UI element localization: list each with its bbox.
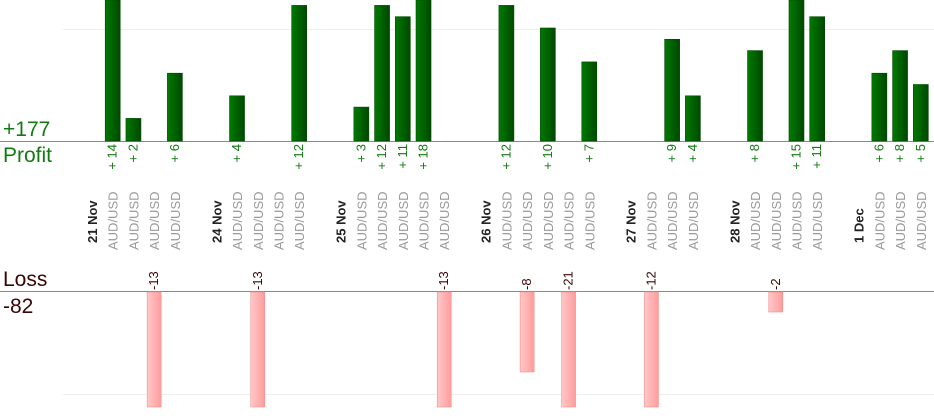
symbol-label: AUD/USD [396, 191, 411, 250]
loss-value-label: -8 [519, 278, 534, 290]
symbol-label: AUD/USD [872, 191, 887, 250]
symbol-label: AUD/USD [168, 191, 183, 250]
loss-value-label: -21 [561, 271, 576, 290]
profit-bar [892, 50, 908, 142]
date-label: 26 Nov [479, 200, 494, 243]
profit-value-label: + 6 [167, 144, 182, 162]
profit-value-label: + 4 [229, 144, 244, 162]
date-label: 27 Nov [624, 200, 639, 243]
profit-bar [871, 72, 888, 142]
profit-bar [685, 95, 701, 142]
symbol-label: AUD/USD [582, 191, 597, 250]
symbol-label: AUD/USD [147, 191, 162, 250]
profit-bar [374, 5, 390, 142]
symbol-label: AUD/USD [748, 191, 763, 250]
symbol-label: AUD/USD [251, 191, 266, 250]
symbol-label: AUD/USD [520, 191, 535, 250]
profit-value-label: + 8 [892, 144, 907, 162]
symbol-label: AUD/USD [914, 191, 929, 250]
symbol-label: AUD/USD [769, 191, 784, 250]
date-label: 21 Nov [85, 200, 100, 243]
loss-bar [768, 291, 784, 313]
profit-value-label: + 5 [913, 144, 928, 162]
symbol-label: AUD/USD [106, 191, 121, 250]
loss-value-label: -13 [250, 271, 265, 290]
loss-value-label: -12 [643, 271, 658, 290]
profit-total: +177 [3, 118, 51, 141]
profit-value-label: + 14 [105, 144, 120, 170]
loss-total: -82 [3, 295, 34, 318]
symbol-label: AUD/USD [375, 191, 390, 250]
date-label: 1 Dec [852, 208, 867, 243]
symbol-label: AUD/USD [271, 191, 286, 250]
profit-bar [394, 16, 411, 142]
profit-value-label: + 11 [809, 144, 824, 169]
loss-value-label: -13 [146, 271, 161, 290]
symbol-label: AUD/USD [354, 191, 369, 250]
profit-bar [353, 106, 370, 142]
profit-bar [912, 84, 929, 142]
profit-bar [788, 0, 805, 142]
loss-bar [436, 291, 452, 408]
symbol-label: AUD/USD [230, 191, 245, 250]
date-label: 28 Nov [727, 200, 742, 243]
profit-bar [167, 72, 183, 142]
loss-bar [644, 291, 659, 408]
symbol-label: AUD/USD [665, 191, 680, 250]
date-label: 24 Nov [209, 200, 224, 243]
loss-bar [561, 291, 576, 408]
profit-value-label: + 12 [374, 144, 389, 170]
symbol-label: AUD/USD [417, 191, 432, 250]
profit-value-label: + 12 [498, 144, 513, 170]
profit-bar [104, 0, 121, 142]
profit-value-label: + 9 [664, 144, 679, 162]
loss-bar [519, 291, 535, 373]
profit-value-label: + 10 [540, 144, 555, 170]
symbol-label: AUD/USD [644, 191, 659, 250]
symbol-label: AUD/USD [789, 191, 804, 250]
symbol-label: AUD/USD [437, 191, 452, 250]
symbol-label: AUD/USD [292, 191, 307, 250]
profit-label: Profit [3, 144, 53, 167]
profit-bar [229, 95, 245, 142]
date-label: 25 Nov [334, 200, 349, 243]
profit-bar [291, 5, 308, 142]
symbol-label: AUD/USD [562, 191, 577, 250]
profit-bar [664, 38, 680, 142]
symbol-label: AUD/USD [810, 191, 825, 250]
profit-bar [498, 5, 515, 142]
loss-label: Loss [3, 268, 48, 291]
symbol-label: AUD/USD [686, 191, 701, 250]
loss-value-label: -13 [436, 271, 451, 290]
profit-value-label: + 2 [125, 144, 140, 162]
loss-value-label: -2 [768, 278, 783, 290]
profit-value-label: + 11 [395, 144, 410, 169]
profit-value-label: + 6 [871, 144, 886, 162]
profit-value-label: + 12 [291, 144, 306, 170]
profit-bar [540, 27, 556, 142]
symbol-label: AUD/USD [541, 191, 556, 250]
symbol-label: AUD/USD [126, 191, 141, 250]
loss-bar [250, 291, 266, 408]
profit-value-label: + 8 [747, 144, 762, 162]
profit-value-label: + 18 [416, 144, 431, 170]
profit-bar [809, 16, 826, 142]
profit-value-label: + 7 [581, 144, 596, 162]
profit-value-label: + 3 [353, 144, 368, 162]
symbol-label: AUD/USD [499, 191, 514, 250]
profit-bar [747, 50, 763, 142]
symbol-label: AUD/USD [893, 191, 908, 250]
profit-value-label: + 15 [788, 144, 803, 170]
profit-value-label: + 4 [685, 144, 700, 162]
profit-bar [415, 0, 432, 142]
loss-bar [146, 291, 162, 408]
profit-bar [125, 118, 142, 142]
profit-bar [581, 61, 598, 142]
